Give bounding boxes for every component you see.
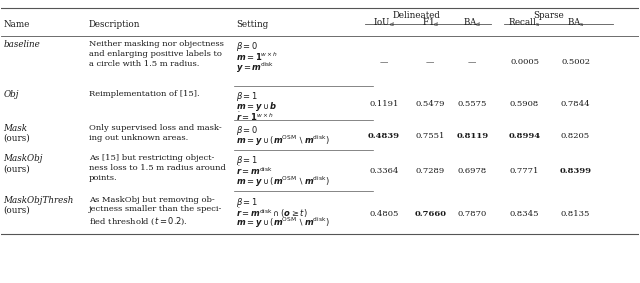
Text: 0.4839: 0.4839 bbox=[368, 132, 400, 140]
Text: F1$_\mathrm{d}$: F1$_\mathrm{d}$ bbox=[422, 17, 439, 29]
Text: $\beta = 1$: $\beta = 1$ bbox=[236, 154, 258, 167]
Text: —: — bbox=[426, 58, 435, 66]
Text: $\boldsymbol{m} = \boldsymbol{y} \cup (\boldsymbol{m}^{\mathrm{OSM}} \setminus \: $\boldsymbol{m} = \boldsymbol{y} \cup (\… bbox=[236, 216, 330, 230]
Text: $\boldsymbol{m} = \boldsymbol{y} \cup (\boldsymbol{m}^{\mathrm{OSM}} \setminus \: $\boldsymbol{m} = \boldsymbol{y} \cup (\… bbox=[236, 174, 330, 189]
Text: $\dot{\boldsymbol{r}} = \mathbf{1}^{w\times h}$: $\dot{\boldsymbol{r}} = \mathbf{1}^{w\ti… bbox=[236, 110, 273, 123]
Text: ing out unknown areas.: ing out unknown areas. bbox=[89, 134, 188, 142]
Text: points.: points. bbox=[89, 174, 117, 182]
Text: 0.5002: 0.5002 bbox=[561, 58, 590, 66]
Text: 0.5908: 0.5908 bbox=[510, 100, 539, 108]
Text: Setting: Setting bbox=[236, 20, 268, 29]
Text: $\boldsymbol{m} = \mathbf{1}^{w\times h}$: $\boldsymbol{m} = \mathbf{1}^{w\times h}… bbox=[236, 50, 278, 63]
Text: 0.5575: 0.5575 bbox=[458, 100, 487, 108]
Text: $\boldsymbol{y} = \boldsymbol{m}^{\mathrm{disk}}$: $\boldsymbol{y} = \boldsymbol{m}^{\mathr… bbox=[236, 61, 274, 75]
Text: Description: Description bbox=[89, 20, 140, 29]
Text: $\boldsymbol{m} = \boldsymbol{y} \cup \boldsymbol{b}$: $\boldsymbol{m} = \boldsymbol{y} \cup \b… bbox=[236, 100, 277, 113]
Text: 0.0005: 0.0005 bbox=[510, 58, 539, 66]
Text: $\beta = 0$: $\beta = 0$ bbox=[236, 124, 258, 137]
Text: As MaskObj but removing ob-: As MaskObj but removing ob- bbox=[89, 196, 214, 203]
Text: 0.1191: 0.1191 bbox=[369, 100, 399, 108]
Text: a circle with 1.5 m radius.: a circle with 1.5 m radius. bbox=[89, 60, 199, 68]
Text: 0.7870: 0.7870 bbox=[458, 210, 487, 218]
Text: Reimplementation of [15].: Reimplementation of [15]. bbox=[89, 90, 199, 98]
Text: BA$_\mathrm{s}$: BA$_\mathrm{s}$ bbox=[566, 17, 584, 29]
Text: $\beta = 1$: $\beta = 1$ bbox=[236, 90, 258, 103]
Text: 0.7771: 0.7771 bbox=[510, 168, 540, 175]
Text: $\dot{\boldsymbol{r}} = \boldsymbol{m}^{\mathrm{disk}}$: $\dot{\boldsymbol{r}} = \boldsymbol{m}^{… bbox=[236, 164, 273, 177]
Text: Name: Name bbox=[3, 20, 29, 29]
Text: 0.8135: 0.8135 bbox=[561, 210, 590, 218]
Text: $\dot{\boldsymbol{r}} = \boldsymbol{m}^{\mathrm{disk}} \cap (\boldsymbol{o} \geq: $\dot{\boldsymbol{r}} = \boldsymbol{m}^{… bbox=[236, 206, 308, 220]
Text: jectness smaller than the speci-: jectness smaller than the speci- bbox=[89, 205, 222, 213]
Text: 0.5479: 0.5479 bbox=[415, 100, 445, 108]
Text: As [15] but restricting object-: As [15] but restricting object- bbox=[89, 154, 214, 162]
Text: MaskObj: MaskObj bbox=[3, 154, 43, 163]
Text: —: — bbox=[468, 58, 477, 66]
Text: (ours): (ours) bbox=[3, 134, 30, 143]
Text: and enlarging positive labels to: and enlarging positive labels to bbox=[89, 50, 221, 58]
Text: 0.6978: 0.6978 bbox=[458, 168, 487, 175]
Text: 0.7844: 0.7844 bbox=[561, 100, 590, 108]
Text: 0.7660: 0.7660 bbox=[414, 210, 446, 218]
Text: $\beta = 0$: $\beta = 0$ bbox=[236, 40, 258, 53]
Text: 0.8119: 0.8119 bbox=[456, 132, 488, 140]
Text: baseline: baseline bbox=[3, 40, 40, 49]
Text: 0.7289: 0.7289 bbox=[415, 168, 445, 175]
Text: (ours): (ours) bbox=[3, 164, 30, 173]
Text: Mask: Mask bbox=[3, 124, 28, 133]
Text: Sparse: Sparse bbox=[532, 10, 563, 20]
Text: 0.8399: 0.8399 bbox=[559, 168, 591, 175]
Text: ness loss to 1.5 m radius around: ness loss to 1.5 m radius around bbox=[89, 164, 225, 172]
Text: MaskObjThresh: MaskObjThresh bbox=[3, 196, 74, 205]
Text: Only supervised loss and mask-: Only supervised loss and mask- bbox=[89, 124, 221, 132]
Text: 0.7551: 0.7551 bbox=[415, 132, 445, 140]
Text: $\boldsymbol{m} = \boldsymbol{y} \cup (\boldsymbol{m}^{\mathrm{OSM}} \setminus \: $\boldsymbol{m} = \boldsymbol{y} \cup (\… bbox=[236, 134, 330, 148]
Text: (ours): (ours) bbox=[3, 206, 30, 215]
Text: BA$_\mathrm{d}$: BA$_\mathrm{d}$ bbox=[463, 17, 481, 29]
Text: —: — bbox=[380, 58, 388, 66]
Text: Obj: Obj bbox=[3, 90, 19, 99]
Text: 0.8205: 0.8205 bbox=[561, 132, 590, 140]
Text: 0.3364: 0.3364 bbox=[369, 168, 399, 175]
Text: 0.8994: 0.8994 bbox=[509, 132, 541, 140]
Text: fied threshold ($t = 0.2$).: fied threshold ($t = 0.2$). bbox=[89, 215, 188, 227]
Text: Delineated: Delineated bbox=[393, 10, 441, 20]
Text: 0.4805: 0.4805 bbox=[369, 210, 399, 218]
Text: $\beta = 1$: $\beta = 1$ bbox=[236, 196, 258, 209]
Text: IoU$_\mathrm{d}$: IoU$_\mathrm{d}$ bbox=[373, 17, 394, 29]
Text: 0.8345: 0.8345 bbox=[510, 210, 540, 218]
Text: Recall$_\mathrm{s}$: Recall$_\mathrm{s}$ bbox=[508, 17, 541, 29]
Text: Neither masking nor objectness: Neither masking nor objectness bbox=[89, 40, 223, 48]
